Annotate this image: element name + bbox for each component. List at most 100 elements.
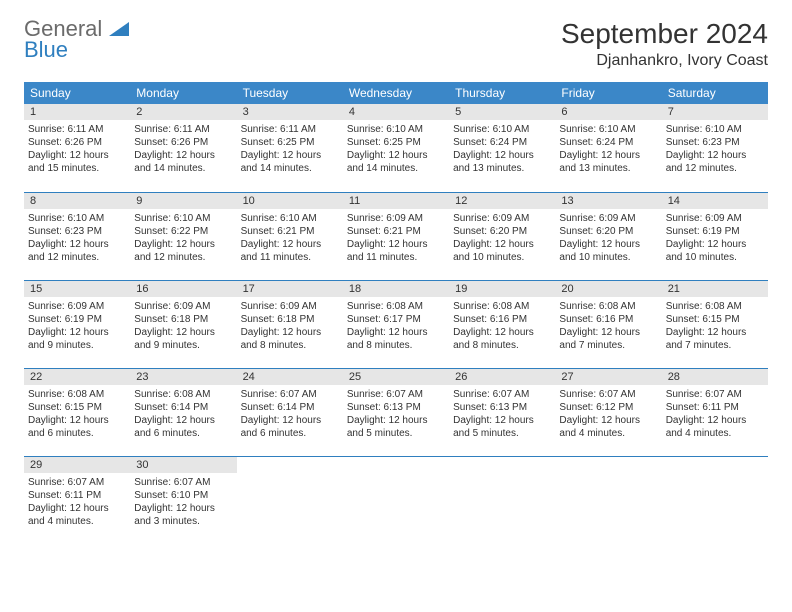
- day-content: Sunrise: 6:09 AMSunset: 6:18 PMDaylight:…: [130, 297, 236, 356]
- day-number: 4: [343, 104, 449, 120]
- day-number: 23: [130, 369, 236, 385]
- day-number: 9: [130, 193, 236, 209]
- day-cell: 18Sunrise: 6:08 AMSunset: 6:17 PMDayligh…: [343, 280, 449, 368]
- sunrise-line: Sunrise: 6:11 AM: [28, 123, 126, 136]
- day-cell: 17Sunrise: 6:09 AMSunset: 6:18 PMDayligh…: [237, 280, 343, 368]
- daylight-line: Daylight: 12 hours and 5 minutes.: [453, 414, 551, 440]
- day-content: Sunrise: 6:09 AMSunset: 6:19 PMDaylight:…: [662, 209, 768, 268]
- day-number: 27: [555, 369, 661, 385]
- day-content: Sunrise: 6:07 AMSunset: 6:14 PMDaylight:…: [237, 385, 343, 444]
- day-content: Sunrise: 6:10 AMSunset: 6:25 PMDaylight:…: [343, 120, 449, 179]
- day-number: 17: [237, 281, 343, 297]
- day-cell: 1 Sunrise: 6:11 AMSunset: 6:26 PMDaylight…: [24, 104, 130, 192]
- week-row: 8Sunrise: 6:10 AMSunset: 6:23 PMDaylight…: [24, 192, 768, 280]
- weekday-header: Friday: [555, 82, 661, 104]
- day-cell: [237, 456, 343, 544]
- day-number: 8: [24, 193, 130, 209]
- day-cell: 23Sunrise: 6:08 AMSunset: 6:14 PMDayligh…: [130, 368, 236, 456]
- sunset-line: Sunset: 6:26 PM: [28, 136, 126, 149]
- sunrise-line: Sunrise: 6:08 AM: [559, 300, 657, 313]
- day-content: Sunrise: 6:07 AMSunset: 6:13 PMDaylight:…: [343, 385, 449, 444]
- sunrise-line: Sunrise: 6:11 AM: [134, 123, 232, 136]
- sunset-line: Sunset: 6:18 PM: [241, 313, 339, 326]
- day-number: 26: [449, 369, 555, 385]
- sunset-line: Sunset: 6:20 PM: [559, 225, 657, 238]
- day-content: Sunrise: 6:10 AMSunset: 6:23 PMDaylight:…: [24, 209, 130, 268]
- sunrise-line: Sunrise: 6:10 AM: [559, 123, 657, 136]
- sunrise-line: Sunrise: 6:09 AM: [134, 300, 232, 313]
- day-number: 13: [555, 193, 661, 209]
- day-cell: [662, 456, 768, 544]
- day-content: Sunrise: 6:07 AMSunset: 6:11 PMDaylight:…: [662, 385, 768, 444]
- day-number: 24: [237, 369, 343, 385]
- sunrise-line: Sunrise: 6:10 AM: [134, 212, 232, 225]
- day-number: 5: [449, 104, 555, 120]
- sunset-line: Sunset: 6:14 PM: [134, 401, 232, 414]
- day-cell: 4Sunrise: 6:10 AMSunset: 6:25 PMDaylight…: [343, 104, 449, 192]
- day-cell: 28Sunrise: 6:07 AMSunset: 6:11 PMDayligh…: [662, 368, 768, 456]
- daylight-line: Daylight: 12 hours and 8 minutes.: [453, 326, 551, 352]
- daylight-line: Daylight: 12 hours and 15 minutes.: [28, 149, 126, 175]
- day-cell: 8Sunrise: 6:10 AMSunset: 6:23 PMDaylight…: [24, 192, 130, 280]
- sunrise-line: Sunrise: 6:10 AM: [453, 123, 551, 136]
- sunrise-line: Sunrise: 6:07 AM: [134, 476, 232, 489]
- daylight-line: Daylight: 12 hours and 12 minutes.: [134, 238, 232, 264]
- day-number: 18: [343, 281, 449, 297]
- day-number: 29: [24, 457, 130, 473]
- daylight-line: Daylight: 12 hours and 4 minutes.: [666, 414, 764, 440]
- day-number: 3: [237, 104, 343, 120]
- day-number: 2: [130, 104, 236, 120]
- calendar-table: SundayMondayTuesdayWednesdayThursdayFrid…: [24, 82, 768, 544]
- day-cell: 26Sunrise: 6:07 AMSunset: 6:13 PMDayligh…: [449, 368, 555, 456]
- day-number: 19: [449, 281, 555, 297]
- location: Djanhankro, Ivory Coast: [561, 52, 768, 70]
- daylight-line: Daylight: 12 hours and 10 minutes.: [666, 238, 764, 264]
- day-cell: 21Sunrise: 6:08 AMSunset: 6:15 PMDayligh…: [662, 280, 768, 368]
- day-cell: 11Sunrise: 6:09 AMSunset: 6:21 PMDayligh…: [343, 192, 449, 280]
- day-cell: [343, 456, 449, 544]
- day-number: 15: [24, 281, 130, 297]
- day-number: 1: [24, 104, 130, 120]
- sunrise-line: Sunrise: 6:09 AM: [28, 300, 126, 313]
- daylight-line: Daylight: 12 hours and 4 minutes.: [28, 502, 126, 528]
- day-number: 30: [130, 457, 236, 473]
- sunset-line: Sunset: 6:16 PM: [559, 313, 657, 326]
- month-title: September 2024: [561, 18, 768, 50]
- week-row: 29 Sunrise: 6:07 AM Sunset: 6:11 PMDayligh…: [24, 456, 768, 544]
- daylight-line: Daylight: 12 hours and 14 minutes.: [134, 149, 232, 175]
- day-cell: 12Sunrise: 6:09 AMSunset: 6:20 PMDayligh…: [449, 192, 555, 280]
- day-content: Sunrise: 6:11 AMSunset: 6:26 PMDaylight:…: [130, 120, 236, 179]
- sunrise-line: Sunrise: 6:09 AM: [241, 300, 339, 313]
- day-cell: 2Sunrise: 6:11 AMSunset: 6:26 PMDaylight…: [130, 104, 236, 192]
- day-content: Sunrise: 6:10 AMSunset: 6:21 PMDaylight:…: [237, 209, 343, 268]
- sunset-line: Sunset: 6:21 PM: [241, 225, 339, 238]
- sunset-line: Sunset: 6:10 PM: [134, 489, 232, 502]
- day-content: Sunrise: 6:10 AMSunset: 6:24 PMDaylight:…: [555, 120, 661, 179]
- day-content: Sunrise: 6:08 AMSunset: 6:15 PMDaylight:…: [24, 385, 130, 444]
- daylight-line: Daylight: 12 hours and 11 minutes.: [241, 238, 339, 264]
- day-number: 11: [343, 193, 449, 209]
- day-content: Sunrise: 6:08 AMSunset: 6:16 PMDaylight:…: [555, 297, 661, 356]
- sunrise-line: Sunrise: 6:08 AM: [28, 388, 126, 401]
- sunrise-line: Sunrise: 6:07 AM: [453, 388, 551, 401]
- day-cell: 22Sunrise: 6:08 AMSunset: 6:15 PMDayligh…: [24, 368, 130, 456]
- sunset-line: Sunset: 6:19 PM: [666, 225, 764, 238]
- sunset-line: Sunset: 6:23 PM: [666, 136, 764, 149]
- day-content: Sunrise: 6:10 AMSunset: 6:22 PMDaylight:…: [130, 209, 236, 268]
- daylight-line: Daylight: 12 hours and 12 minutes.: [28, 238, 126, 264]
- day-content: Sunrise: 6:07 AMSunset: 6:10 PMDaylight:…: [130, 473, 236, 532]
- day-content: Sunrise: 6:07 AMSunset: 6:12 PMDaylight:…: [555, 385, 661, 444]
- day-cell: 24Sunrise: 6:07 AMSunset: 6:14 PMDayligh…: [237, 368, 343, 456]
- weekday-header: Tuesday: [237, 82, 343, 104]
- sunset-line: Sunset: 6:19 PM: [28, 313, 126, 326]
- sunset-line: Sunset: 6:11 PM: [28, 489, 126, 502]
- sunrise-line: Sunrise: 6:07 AM: [347, 388, 445, 401]
- day-cell: 13Sunrise: 6:09 AMSunset: 6:20 PMDayligh…: [555, 192, 661, 280]
- sunrise-line: Sunrise: 6:09 AM: [453, 212, 551, 225]
- weekday-header: Thursday: [449, 82, 555, 104]
- sunset-line: Sunset: 6:16 PM: [453, 313, 551, 326]
- day-content: Sunrise: 6:08 AMSunset: 6:14 PMDaylight:…: [130, 385, 236, 444]
- daylight-line: Daylight: 12 hours and 13 minutes.: [453, 149, 551, 175]
- day-cell: [555, 456, 661, 544]
- day-number: 16: [130, 281, 236, 297]
